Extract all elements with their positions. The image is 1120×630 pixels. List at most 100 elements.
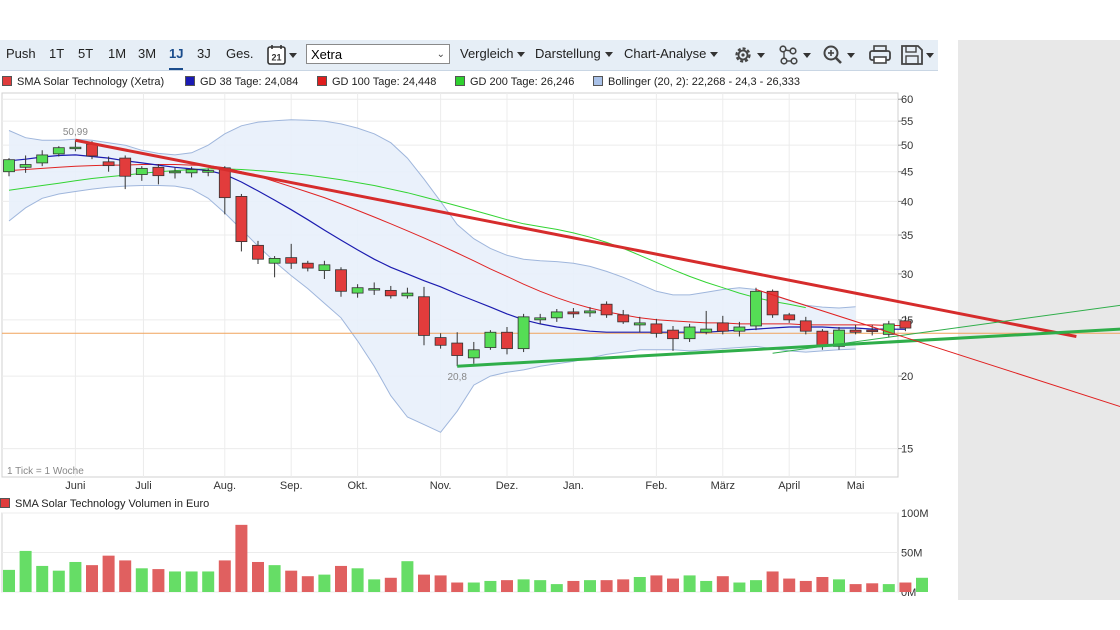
volume-bar xyxy=(285,570,298,592)
range-3j[interactable]: 3J xyxy=(197,46,211,61)
volume-bar xyxy=(484,580,497,592)
zoom-button[interactable] xyxy=(822,43,858,67)
candle-body xyxy=(816,330,829,346)
trend-line xyxy=(755,289,1120,408)
volume-bar xyxy=(733,582,746,592)
candle-body xyxy=(52,147,65,155)
candle-body xyxy=(169,170,181,174)
high-annotation: 50,99 xyxy=(63,127,88,138)
network-button[interactable] xyxy=(778,43,814,67)
calendar-icon: 21 xyxy=(267,45,297,65)
volume-bar xyxy=(3,569,15,592)
x-tick-label: Aug. xyxy=(213,480,236,492)
candle-body xyxy=(567,311,580,315)
candle-body xyxy=(617,314,630,323)
caret-down-icon xyxy=(517,52,526,58)
candle-body xyxy=(36,154,49,164)
volume-bar xyxy=(252,561,264,592)
y-tick-label: 15 xyxy=(901,444,913,456)
x-tick-label: Jan. xyxy=(563,480,584,492)
x-tick-label: Juli xyxy=(135,480,152,492)
chart-legend: SMA Solar Technology (Xetra) GD 38 Tage:… xyxy=(0,72,938,92)
volume-bar xyxy=(501,580,513,592)
volume-bar xyxy=(716,576,729,592)
zoom-icon xyxy=(823,45,855,64)
candle-body xyxy=(69,146,82,150)
volume-bar xyxy=(683,575,696,592)
candle-body xyxy=(19,164,32,168)
x-tick-label: Dez. xyxy=(496,480,519,492)
legend-item-gd200: GD 200 Tage: 26,246 xyxy=(455,76,574,88)
menu-darstellung[interactable]: Darstellung xyxy=(535,40,613,70)
legend-swatch xyxy=(317,76,327,86)
candle-body xyxy=(434,337,447,346)
volume-bar xyxy=(600,580,613,592)
volume-bar xyxy=(335,565,347,592)
range-1m[interactable]: 1M xyxy=(108,46,127,61)
volume-bar xyxy=(152,569,165,592)
candle-body xyxy=(716,322,729,332)
volume-bar xyxy=(550,584,563,592)
volume-bar xyxy=(617,579,630,592)
network-icon xyxy=(779,45,811,65)
range-5t[interactable]: 5T xyxy=(78,46,94,61)
x-tick-label: Sep. xyxy=(280,480,303,492)
range-push[interactable]: Push xyxy=(6,46,36,61)
y-tick-label: 55 xyxy=(901,116,913,128)
x-tick-label: Juni xyxy=(65,480,85,492)
menu-chart-analyse[interactable]: Chart-Analyse xyxy=(624,40,719,70)
candle-body xyxy=(484,331,497,348)
candle-body xyxy=(501,331,513,350)
legend-swatch xyxy=(185,76,195,86)
candle-body xyxy=(667,329,679,340)
save-button[interactable] xyxy=(900,43,936,67)
range-1t[interactable]: 1T xyxy=(49,46,65,61)
menu-darstellung-label: Darstellung xyxy=(535,46,601,61)
volume-tick-label: 100M xyxy=(901,508,929,520)
y-tick-label: 20 xyxy=(901,371,913,383)
candle-body xyxy=(633,322,646,326)
volume-bar xyxy=(301,576,314,592)
candle-body xyxy=(799,320,812,332)
candle-body xyxy=(418,296,430,336)
volume-bar xyxy=(882,584,895,592)
volume-bar xyxy=(268,565,281,592)
range-ges[interactable]: Ges. xyxy=(226,46,254,61)
volume-bar xyxy=(451,582,464,592)
volume-bar xyxy=(19,550,32,592)
volume-title: SMA Solar Technology Volumen in Euro xyxy=(15,498,210,510)
trend-line xyxy=(75,138,1077,338)
candle-body xyxy=(119,157,132,177)
volume-legend: SMA Solar Technology Volumen in Euro xyxy=(0,498,209,510)
menu-vergleich[interactable]: Vergleich xyxy=(460,40,526,70)
range-1j[interactable]: 1J xyxy=(169,40,184,70)
candle-body xyxy=(451,342,464,356)
volume-bar xyxy=(783,578,796,592)
print-button[interactable] xyxy=(868,43,892,67)
y-tick-label: 30 xyxy=(901,269,913,281)
candle-body xyxy=(866,329,879,333)
calendar-button[interactable]: 21 xyxy=(266,44,298,66)
volume-bar xyxy=(667,578,679,592)
x-tick-label: Mai xyxy=(847,480,865,492)
candle-body xyxy=(401,292,414,297)
candle-body xyxy=(235,196,248,243)
legend-label: Bollinger (20, 2): 22,268 - 24,3 - 26,33… xyxy=(608,76,801,88)
candle-body xyxy=(135,167,148,175)
volume-bar xyxy=(633,576,646,592)
volume-bar xyxy=(899,582,912,592)
volume-bar xyxy=(318,574,331,592)
volume-bar xyxy=(650,575,663,592)
range-3m[interactable]: 3M xyxy=(138,46,157,61)
volume-bar xyxy=(766,571,779,592)
settings-button[interactable] xyxy=(732,43,768,67)
candle-body xyxy=(335,269,347,292)
tick-note: 1 Tick = 1 Woche xyxy=(7,466,84,477)
candle-body xyxy=(517,316,530,350)
exchange-select[interactable]: Xetra ⌄ xyxy=(306,44,450,64)
candle-body xyxy=(152,166,165,177)
bollinger-upper xyxy=(8,119,856,309)
legend-label: GD 38 Tage: 24,084 xyxy=(200,76,299,88)
volume-bar xyxy=(86,565,98,592)
